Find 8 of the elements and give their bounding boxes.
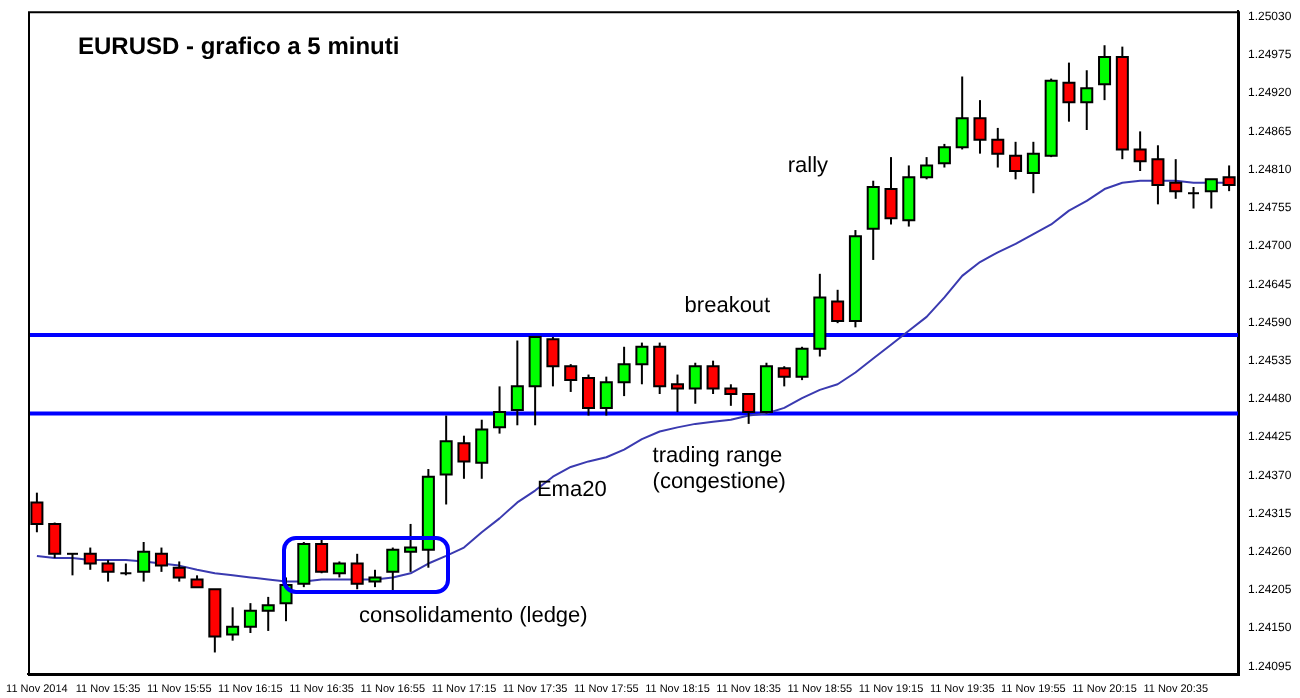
candlestick bbox=[1187, 185, 1201, 210]
series-label: Ema20 bbox=[536, 478, 607, 505]
annotation: breakout bbox=[684, 293, 771, 320]
annotation: rally bbox=[787, 153, 829, 180]
annotation: consolidamento (ledge) bbox=[358, 603, 588, 630]
text: EURUSD - grafico a 5 minuti bbox=[78, 31, 400, 60]
candlestick bbox=[65, 552, 79, 577]
annotation: trading range (congestione) bbox=[652, 443, 788, 496]
